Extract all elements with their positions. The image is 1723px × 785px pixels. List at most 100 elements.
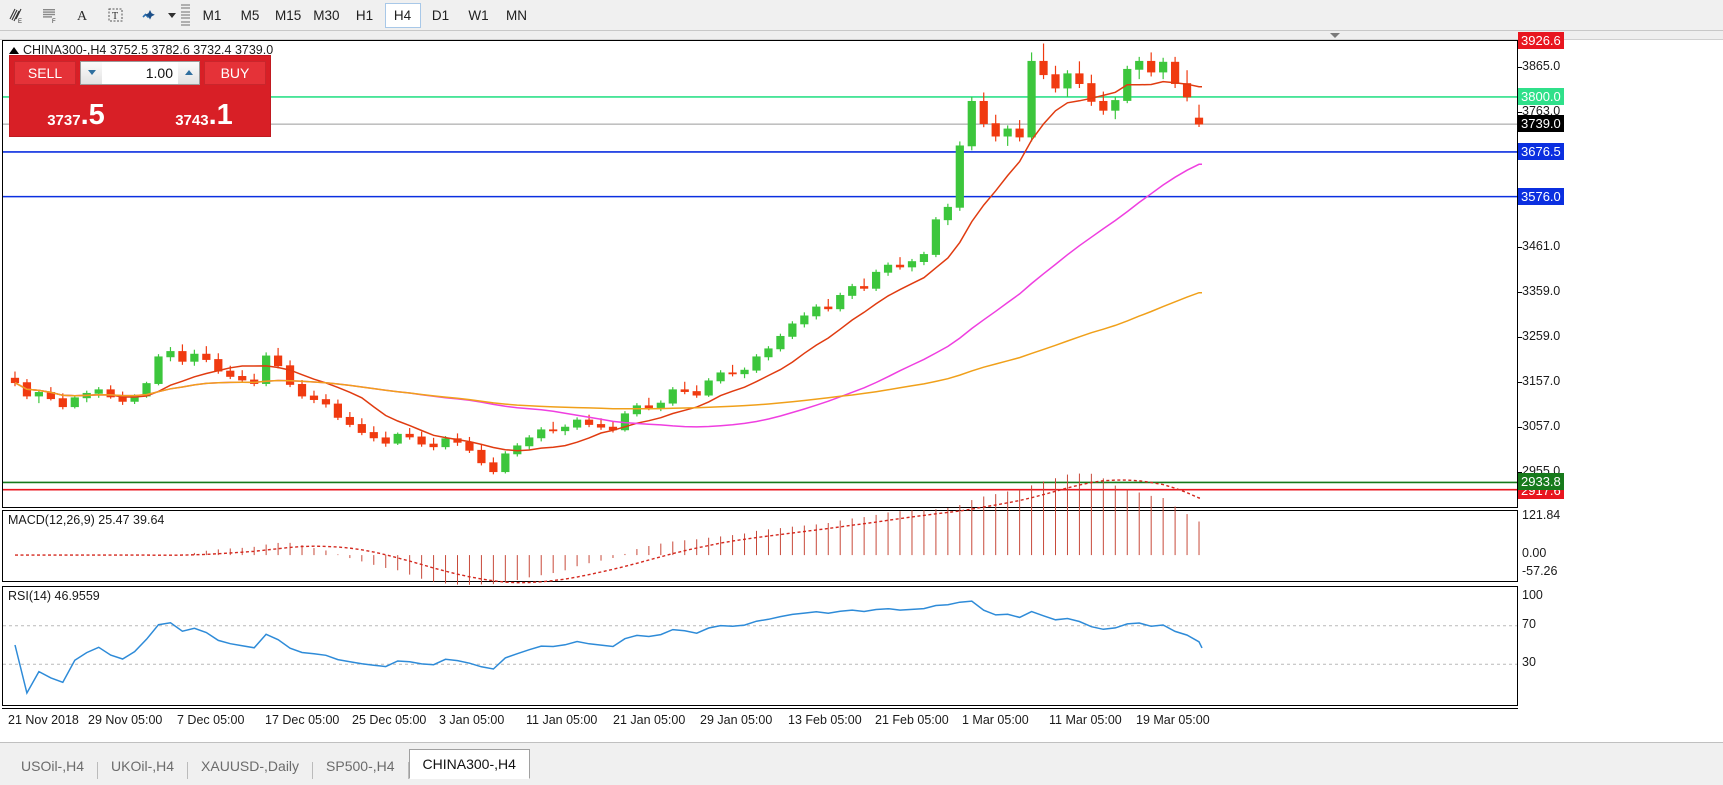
price-tag-resistance[interactable]: 3926.6 (1518, 31, 1564, 49)
price-tick: 3259.0 (1517, 328, 1561, 343)
tab-china300h4[interactable]: CHINA300-,H4 (408, 749, 530, 779)
candle (94, 387, 103, 398)
candle (979, 92, 988, 128)
text-box-icon[interactable]: T (99, 1, 132, 30)
candle (860, 278, 869, 291)
candle (800, 312, 809, 328)
time-label: 7 Dec 05:00 (177, 713, 245, 727)
time-label: 1 Mar 05:00 (962, 713, 1029, 727)
indicators-icon[interactable] (132, 1, 165, 30)
price-tick: 3057.0 (1517, 418, 1561, 433)
one-click-trading-panel[interactable]: SELL 1.00 BUY 3737 .5 3743 .1 (9, 55, 271, 137)
price-tag-target[interactable]: 3800.0 (1518, 87, 1564, 105)
svg-text:A: A (77, 9, 88, 24)
chart-top-scroll-strip[interactable] (0, 31, 1723, 40)
buy-price[interactable]: 3743 .1 (142, 87, 266, 130)
candle (704, 378, 713, 397)
candle (620, 411, 630, 432)
candle (118, 391, 127, 405)
tab-usoilh4[interactable]: USOil-,H4 (21, 757, 85, 774)
symbol-header: CHINA300-,H4 3752.5 3782.6 3732.4 3739.0 (9, 43, 273, 57)
bars-icon[interactable]: F (33, 1, 66, 30)
rsi-tick: 100 (1522, 588, 1543, 602)
price-tag-last-price[interactable]: 3739.0 (1518, 115, 1564, 133)
text-A-icon[interactable]: A (66, 1, 99, 30)
tab-ukoilh4[interactable]: UKOil-,H4 (111, 757, 175, 774)
volume-input[interactable]: 1.00 (102, 61, 178, 84)
candle (1051, 65, 1060, 93)
rsi-pane[interactable]: RSI(14) 46.9559 (2, 586, 1518, 706)
time-label: 19 Mar 05:00 (1136, 713, 1210, 727)
candle (369, 426, 378, 442)
candles-icon[interactable]: E (0, 1, 33, 30)
sell-price[interactable]: 3737 .5 (14, 87, 138, 130)
macd-pane[interactable]: MACD(12,26,9) 25.47 39.64 (2, 473, 1518, 585)
candle (824, 298, 833, 312)
price-tag-support[interactable]: 3576.0 (1518, 187, 1564, 205)
candle (919, 251, 929, 266)
time-axis[interactable]: 21 Nov 2018 29 Nov 05:00 7 Dec 05:00 17 Dec… (2, 708, 1518, 734)
buy-price-decimal: .1 (208, 99, 233, 132)
candle (393, 432, 402, 445)
timeframe-h1[interactable]: H1 (355, 7, 374, 23)
candle (345, 412, 354, 428)
candle (1015, 120, 1024, 142)
candle (1182, 70, 1192, 102)
timeframe-m30[interactable]: M30 (313, 7, 340, 23)
rsi-tick: 30 (1522, 655, 1536, 670)
candle (931, 217, 941, 258)
chart-tabs: USOil-,H4 UKOil-,H4 XAUUSD-,Daily SP500-,H4… (8, 749, 530, 779)
buy-button[interactable]: BUY (204, 60, 266, 85)
volume-stepper[interactable]: 1.00 (80, 60, 200, 85)
candle (572, 417, 582, 430)
timeframe-m5[interactable]: M5 (240, 7, 260, 23)
candle (405, 428, 414, 440)
candle (680, 381, 689, 395)
macd-tick: 0.00 (1522, 546, 1547, 561)
time-label: 17 Dec 05:00 (265, 713, 340, 727)
candle (70, 396, 79, 409)
candle (943, 203, 952, 226)
main-price-pane[interactable]: CHINA300-,H4 3752.5 3782.6 3732.4 3739.0… (2, 40, 1518, 508)
tab-sp500h4[interactable]: SP500-,H4 (326, 757, 395, 774)
candle (1147, 52, 1156, 77)
tab-separator (407, 762, 409, 779)
candle (668, 387, 677, 406)
candle (1027, 52, 1036, 142)
candle (357, 418, 366, 436)
candle (417, 431, 426, 447)
candle (1063, 70, 1072, 97)
candle (429, 437, 438, 451)
time-label: 13 Feb 05:00 (788, 713, 862, 727)
timeframe-w1[interactable]: W1 (468, 7, 489, 23)
volume-increment-icon[interactable] (178, 61, 199, 84)
timeframe-h4[interactable]: H4 (384, 2, 421, 28)
candle (1135, 56, 1144, 80)
candle (788, 321, 797, 340)
timeframe-group: M1 M5 M15 M30 H1 H4 D1 W1 MN (193, 2, 536, 28)
price-tick: 3461.0 (1517, 238, 1561, 253)
candle (596, 418, 606, 430)
volume-decrement-icon[interactable] (81, 61, 102, 84)
timeframe-mn[interactable]: MN (506, 7, 528, 23)
tab-xauusddaily[interactable]: XAUUSD-,Daily (201, 757, 300, 774)
price-tag-bid[interactable]: 2933.8 (1518, 473, 1564, 490)
price-axis[interactable]: 3865.03763.03665.03561.03461.03359.03259… (1517, 31, 1723, 508)
timeframe-m15[interactable]: M15 (275, 7, 302, 23)
order-controls-row: SELL 1.00 BUY (10, 56, 270, 86)
sell-button[interactable]: SELL (14, 60, 76, 85)
macd-label: MACD(12,26,9) 25.47 39.64 (8, 513, 165, 527)
collapse-triangle-icon[interactable] (9, 46, 19, 54)
collapse-caret-icon[interactable] (1330, 33, 1340, 38)
price-tag-support[interactable]: 3676.5 (1518, 142, 1564, 160)
time-label: 11 Jan 05:00 (526, 713, 598, 727)
candle (728, 364, 737, 377)
dropdown-caret-icon[interactable] (165, 1, 178, 30)
candle (549, 421, 558, 434)
timeframe-m1[interactable]: M1 (202, 7, 222, 23)
candle (10, 371, 20, 387)
candle (1159, 57, 1168, 80)
time-label: 29 Nov 05:00 (88, 713, 163, 727)
timeframe-d1[interactable]: D1 (431, 7, 450, 23)
candle (238, 370, 247, 383)
